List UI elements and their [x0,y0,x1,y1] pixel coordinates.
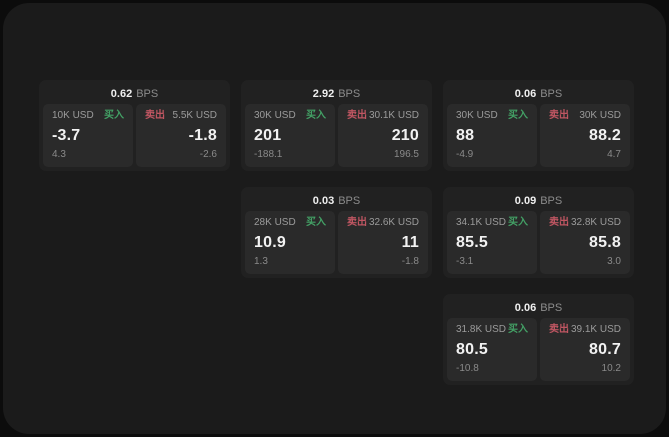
buy-side-label: 买入 [306,217,326,228]
buy-sell-panels: 10K USD 买入 -3.7 4.3 卖出 5.5K USD -1.8 -2.… [43,104,226,167]
bps-value: 0.03 [312,194,335,207]
sell-side-label: 卖出 [549,324,569,335]
quote-card-grid: 0.62 BPS 10K USD 买入 -3.7 4.3 卖出 5.5K USD [39,80,634,385]
buy-panel[interactable]: 31.8K USD 买入 80.5 -10.8 [447,318,537,381]
buy-panel[interactable]: 28K USD 买入 10.9 1.3 [245,211,335,274]
buy-amount: 10K USD [52,110,94,121]
card-header: 0.62 BPS [43,83,226,104]
sell-delta: -2.6 [199,149,217,160]
buy-delta: 4.3 [52,149,66,160]
buy-price: 201 [254,126,282,144]
buy-side-label: 买入 [508,324,528,335]
buy-sell-panels: 30K USD 买入 201 -188.1 卖出 30.1K USD 210 1… [245,104,428,167]
buy-sell-panels: 34.1K USD 买入 85.5 -3.1 卖出 32.8K USD 85.8… [447,211,630,274]
buy-amount: 28K USD [254,217,296,228]
bps-unit-label: BPS [540,194,563,207]
bps-unit-label: BPS [136,87,159,100]
bps-value: 0.62 [110,87,133,100]
sell-delta: -1.8 [401,256,419,267]
sell-panel[interactable]: 卖出 32.6K USD 11 -1.8 [338,211,428,274]
quote-card: 0.09 BPS 34.1K USD 买入 85.5 -3.1 卖出 32.8K… [443,187,634,278]
sell-panel[interactable]: 卖出 30.1K USD 210 196.5 [338,104,428,167]
sell-panel[interactable]: 卖出 30K USD 88.2 4.7 [540,104,630,167]
sell-amount: 32.8K USD [570,217,621,228]
sell-delta: 3.0 [607,256,621,267]
sell-price: 11 [401,233,419,251]
buy-price: 85.5 [456,233,488,251]
bps-unit-label: BPS [540,301,563,314]
buy-amount: 34.1K USD [456,217,507,228]
quote-card: 0.62 BPS 10K USD 买入 -3.7 4.3 卖出 5.5K USD [39,80,230,171]
buy-amount: 30K USD [456,110,498,121]
buy-price: 10.9 [254,233,286,251]
sell-price: 80.7 [589,340,621,358]
bps-unit-label: BPS [338,87,361,100]
sell-price: -1.8 [188,126,217,144]
card-header: 2.92 BPS [245,83,428,104]
bps-value: 2.92 [312,87,335,100]
quote-card: 0.03 BPS 28K USD 买入 10.9 1.3 卖出 32.6K US… [241,187,432,278]
bps-value: 0.06 [514,87,537,100]
card-header: 0.06 BPS [447,297,630,318]
buy-side-label: 买入 [306,110,326,121]
sell-price: 85.8 [589,233,621,251]
sell-side-label: 卖出 [549,110,569,121]
sell-side-label: 卖出 [145,110,165,121]
buy-panel[interactable]: 30K USD 买入 88 -4.9 [447,104,537,167]
sell-delta: 10.2 [601,363,621,374]
buy-price: 88 [456,126,475,144]
card-header: 0.06 BPS [447,83,630,104]
sell-side-label: 卖出 [549,217,569,228]
sell-delta: 196.5 [393,149,419,160]
card-header: 0.09 BPS [447,190,630,211]
buy-delta: -188.1 [254,149,283,160]
buy-panel[interactable]: 30K USD 买入 201 -188.1 [245,104,335,167]
buy-delta: 1.3 [254,256,268,267]
buy-side-label: 买入 [508,217,528,228]
sell-amount: 5.5K USD [172,110,217,121]
sell-panel[interactable]: 卖出 5.5K USD -1.8 -2.6 [136,104,226,167]
sell-price: 210 [391,126,419,144]
buy-amount: 31.8K USD [456,324,507,335]
buy-side-label: 买入 [508,110,528,121]
sell-amount: 39.1K USD [570,324,621,335]
buy-sell-panels: 31.8K USD 买入 80.5 -10.8 卖出 39.1K USD 80.… [447,318,630,381]
buy-panel[interactable]: 34.1K USD 买入 85.5 -3.1 [447,211,537,274]
sell-amount: 30.1K USD [368,110,419,121]
buy-panel[interactable]: 10K USD 买入 -3.7 4.3 [43,104,133,167]
quote-card: 0.06 BPS 31.8K USD 买入 80.5 -10.8 卖出 39.1… [443,294,634,385]
bps-value: 0.09 [514,194,537,207]
sell-panel[interactable]: 卖出 39.1K USD 80.7 10.2 [540,318,630,381]
quote-card: 0.06 BPS 30K USD 买入 88 -4.9 卖出 30K USD [443,80,634,171]
bps-value: 0.06 [514,301,537,314]
buy-side-label: 买入 [104,110,124,121]
sell-amount: 32.6K USD [368,217,419,228]
sell-panel[interactable]: 卖出 32.8K USD 85.8 3.0 [540,211,630,274]
buy-sell-panels: 30K USD 买入 88 -4.9 卖出 30K USD 88.2 4.7 [447,104,630,167]
buy-delta: -4.9 [456,149,474,160]
sell-side-label: 卖出 [347,110,367,121]
buy-price: -3.7 [52,126,81,144]
main-panel: 0.62 BPS 10K USD 买入 -3.7 4.3 卖出 5.5K USD [3,3,666,434]
sell-price: 88.2 [589,126,621,144]
buy-delta: -10.8 [456,363,479,374]
buy-delta: -3.1 [456,256,474,267]
bps-unit-label: BPS [540,87,563,100]
quote-card: 2.92 BPS 30K USD 买入 201 -188.1 卖出 30.1K … [241,80,432,171]
sell-amount: 30K USD [579,110,621,121]
card-header: 0.03 BPS [245,190,428,211]
buy-price: 80.5 [456,340,488,358]
buy-sell-panels: 28K USD 买入 10.9 1.3 卖出 32.6K USD 11 -1.8 [245,211,428,274]
sell-delta: 4.7 [607,149,621,160]
bps-unit-label: BPS [338,194,361,207]
buy-amount: 30K USD [254,110,296,121]
sell-side-label: 卖出 [347,217,367,228]
